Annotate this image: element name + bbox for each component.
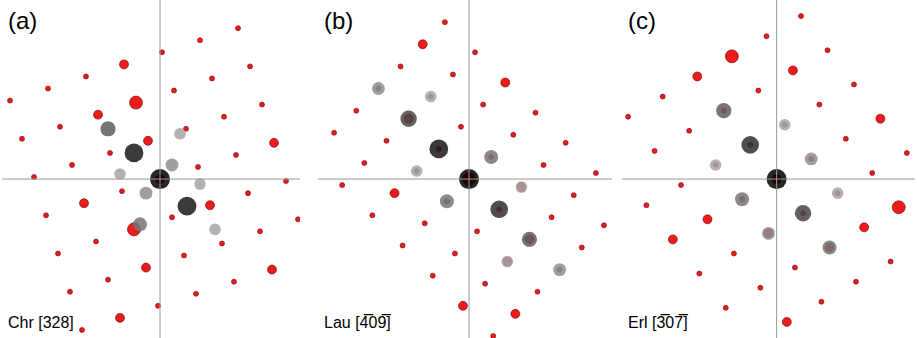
svg-text:(a): (a) — [8, 7, 37, 34]
svg-text:Erl [3̅07̅]: Erl [3̅07̅] — [628, 314, 688, 331]
svg-text:(b): (b) — [324, 7, 353, 34]
svg-text:Lau [4̅09̅]: Lau [4̅09̅] — [324, 314, 391, 331]
svg-text:(c): (c) — [628, 7, 656, 34]
svg-text:Chr [328]: Chr [328] — [8, 314, 74, 331]
